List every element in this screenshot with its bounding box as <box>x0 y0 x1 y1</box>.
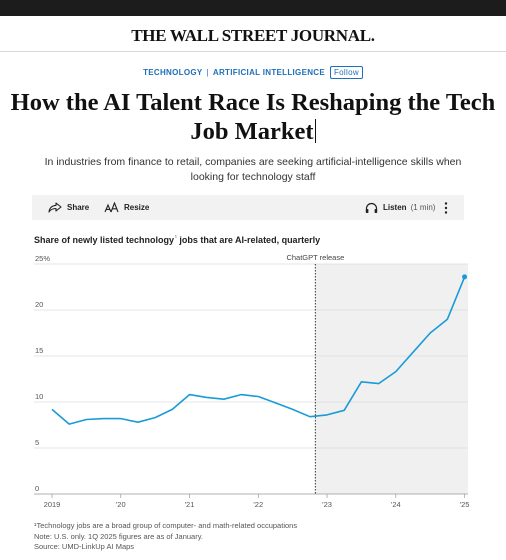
x-tick-label: '24 <box>391 500 401 509</box>
footnote-note: Note: U.S. only. 1Q 2025 figures are as … <box>34 531 203 541</box>
headphones-icon <box>365 202 378 213</box>
share-button[interactable]: Share <box>48 195 89 220</box>
x-tick-label: '25 <box>460 500 470 509</box>
text-cursor <box>314 119 316 143</box>
text-resize-icon <box>104 202 119 213</box>
y-tick-label: 20 <box>35 300 43 309</box>
resize-button[interactable]: Resize <box>104 195 149 220</box>
listen-duration: (1 min) <box>410 203 436 212</box>
post-release-shade <box>315 264 468 494</box>
chart-title-text: Share of newly listed technology <box>34 235 175 245</box>
top-bar <box>0 0 506 16</box>
y-tick-label: 15 <box>35 346 43 355</box>
series-line <box>51 276 466 425</box>
x-tick-label: '23 <box>322 500 332 509</box>
chart-footnotes: ¹Technology jobs are a broad group of co… <box>34 521 297 553</box>
chart-title-footnote-mark: ¹ <box>175 235 177 241</box>
headline-text: How the AI Talent Race Is Reshaping the … <box>10 89 496 145</box>
y-tick-label: 25% <box>35 254 50 263</box>
headline: How the AI Talent Race Is Reshaping the … <box>6 88 500 146</box>
share-label: Share <box>67 203 90 212</box>
x-tick-label: '22 <box>253 500 263 509</box>
chart-title-suffix: jobs that are AI-related, quarterly <box>176 235 321 245</box>
footnote-source: Source: UMD-LinkUp AI Maps <box>34 542 135 551</box>
y-tick-label: 0 <box>35 484 39 493</box>
follow-button[interactable]: Follow <box>330 66 363 79</box>
more-options-button[interactable] <box>444 195 453 220</box>
masthead-logo[interactable]: THE WALL STREET JOURNAL. <box>131 26 375 45</box>
listen-label: Listen <box>383 203 407 212</box>
x-tick-label: '20 <box>116 500 126 509</box>
chart-title: Share of newly listed technology¹ jobs t… <box>34 235 320 245</box>
latest-point-marker <box>462 274 468 280</box>
category-technology-link[interactable]: TECHNOLOGY <box>143 68 203 77</box>
resize-label: Resize <box>124 203 150 212</box>
share-icon <box>48 202 62 213</box>
x-tick-label: 2019 <box>44 500 61 509</box>
masthead: THE WALL STREET JOURNAL. <box>0 16 506 52</box>
more-vertical-icon <box>444 201 448 214</box>
ai-jobs-line-chart: 0 5 10 15 20 25% 2019 '20 '21 '22 '23 '24 '25 ChatGPT… <box>34 253 470 509</box>
category-separator: | <box>206 68 209 77</box>
category-ai-link[interactable]: ARTIFICIAL INTELLIGENCE <box>212 68 325 77</box>
x-tick-label: '21 <box>185 500 195 509</box>
listen-button[interactable]: Listen (1 min) <box>365 195 435 220</box>
article-dek: In industries from finance to retail, co… <box>44 156 462 183</box>
footnote-definition: ¹Technology jobs are a broad group of co… <box>34 521 298 530</box>
article-categories: TECHNOLOGY | ARTIFICIAL INTELLIGENCE Follow <box>0 66 506 79</box>
y-tick-label: 10 <box>35 392 43 401</box>
chatgpt-release-label: ChatGPT release <box>286 253 344 262</box>
y-tick-label: 5 <box>35 438 39 447</box>
article-toolbar: Share Resize Listen (1 min) <box>32 195 464 220</box>
